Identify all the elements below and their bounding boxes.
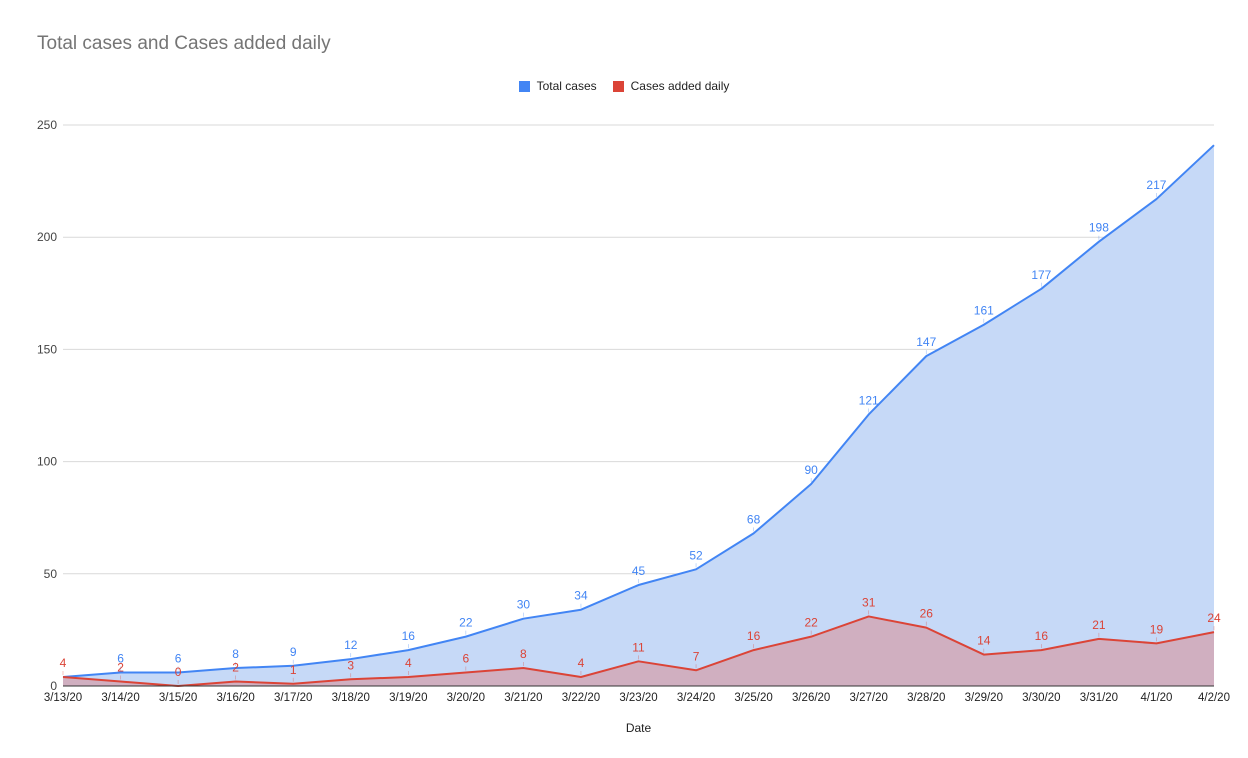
area-cases-added-daily (63, 616, 1214, 686)
y-tick-label: 50 (44, 567, 58, 581)
data-label-cases-added-daily: 24 (1207, 611, 1221, 625)
data-label-cases-added-daily: 1 (290, 663, 297, 677)
data-label-cases-added-daily: 8 (520, 647, 527, 661)
data-label-cases-added-daily: 19 (1150, 622, 1164, 636)
data-label-cases-added-daily: 14 (977, 634, 991, 648)
data-label-cases-added-daily: 31 (862, 595, 876, 609)
data-label-total-cases: 16 (402, 629, 416, 643)
data-label-cases-added-daily: 26 (920, 607, 934, 621)
x-tick-label: 3/25/20 (734, 692, 772, 704)
x-tick-label: 4/1/20 (1140, 692, 1172, 704)
x-tick-label: 3/27/20 (850, 692, 888, 704)
data-label-total-cases: 217 (1146, 178, 1166, 192)
legend-label-cases-added-daily: Cases added daily (630, 79, 730, 93)
x-tick-label: 3/20/20 (447, 692, 485, 704)
data-label-total-cases: 147 (916, 335, 936, 349)
data-label-cases-added-daily: 22 (804, 616, 818, 630)
y-tick-label: 200 (37, 230, 57, 244)
data-label-cases-added-daily: 21 (1092, 618, 1106, 632)
data-label-cases-added-daily: 3 (347, 658, 354, 672)
x-tick-label: 3/28/20 (907, 692, 945, 704)
x-tick-label: 3/18/20 (332, 692, 370, 704)
x-tick-label: 3/14/20 (101, 692, 139, 704)
legend-item-cases-added-daily: Cases added daily (612, 79, 730, 93)
x-tick-label: 3/30/20 (1022, 692, 1060, 704)
legend-swatch-cases-added-daily (612, 80, 624, 92)
x-tick-label: 3/16/20 (216, 692, 254, 704)
data-label-cases-added-daily: 4 (60, 656, 67, 670)
legend-item-total-cases: Total cases (518, 79, 597, 93)
data-label-total-cases: 52 (689, 548, 703, 562)
data-label-total-cases: 9 (290, 645, 297, 659)
data-label-cases-added-daily: 16 (747, 629, 761, 643)
data-label-total-cases: 161 (974, 304, 994, 318)
data-label-cases-added-daily: 4 (578, 656, 585, 670)
y-tick-label: 0 (50, 679, 57, 693)
x-tick-label: 3/17/20 (274, 692, 312, 704)
x-tick-label: 3/31/20 (1080, 692, 1118, 704)
data-label-total-cases: 6 (175, 652, 182, 666)
data-label-total-cases: 8 (232, 647, 239, 661)
data-label-cases-added-daily: 16 (1035, 629, 1049, 643)
x-tick-label: 3/23/20 (619, 692, 657, 704)
data-label-cases-added-daily: 4 (405, 656, 412, 670)
line-total-cases (62, 144, 1215, 679)
chart-title: Total cases and Cases added daily (37, 33, 331, 54)
x-axis-title: Date (626, 721, 652, 735)
data-label-total-cases: 198 (1089, 221, 1109, 235)
data-label-cases-added-daily: 2 (117, 661, 124, 675)
y-tick-label: 150 (37, 342, 57, 356)
data-label-cases-added-daily: 0 (175, 665, 182, 679)
data-label-total-cases: 34 (574, 589, 588, 603)
area-total-cases (63, 145, 1214, 687)
data-label-total-cases: 45 (632, 564, 646, 578)
x-tick-label: 3/24/20 (677, 692, 715, 704)
data-label-total-cases: 12 (344, 638, 358, 652)
y-tick-label: 100 (37, 455, 57, 469)
data-label-total-cases: 90 (804, 463, 818, 477)
data-label-total-cases: 177 (1031, 268, 1051, 282)
x-tick-label: 3/13/20 (44, 692, 82, 704)
data-label-total-cases: 68 (747, 512, 761, 526)
data-label-cases-added-daily: 11 (632, 640, 645, 654)
x-tick-label: 3/19/20 (389, 692, 427, 704)
legend: Total cases Cases added daily (0, 79, 1248, 93)
x-tick-label: 4/2/20 (1198, 692, 1230, 704)
data-label-cases-added-daily: 2 (232, 661, 239, 675)
data-label-total-cases: 22 (459, 616, 473, 630)
y-tick-label: 250 (37, 118, 57, 132)
x-tick-label: 3/15/20 (159, 692, 197, 704)
x-tick-label: 3/21/20 (504, 692, 542, 704)
legend-swatch-total-cases (518, 80, 530, 92)
data-label-total-cases: 6 (117, 652, 124, 666)
data-label-cases-added-daily: 7 (693, 649, 700, 663)
data-label-total-cases: 30 (517, 598, 531, 612)
data-label-cases-added-daily: 6 (463, 652, 470, 666)
data-label-total-cases: 121 (859, 393, 879, 407)
line-cases-added-daily (62, 615, 1215, 687)
x-tick-label: 3/29/20 (965, 692, 1003, 704)
x-tick-label: 3/22/20 (562, 692, 600, 704)
x-tick-label: 3/26/20 (792, 692, 830, 704)
legend-label-total-cases: Total cases (536, 79, 597, 93)
